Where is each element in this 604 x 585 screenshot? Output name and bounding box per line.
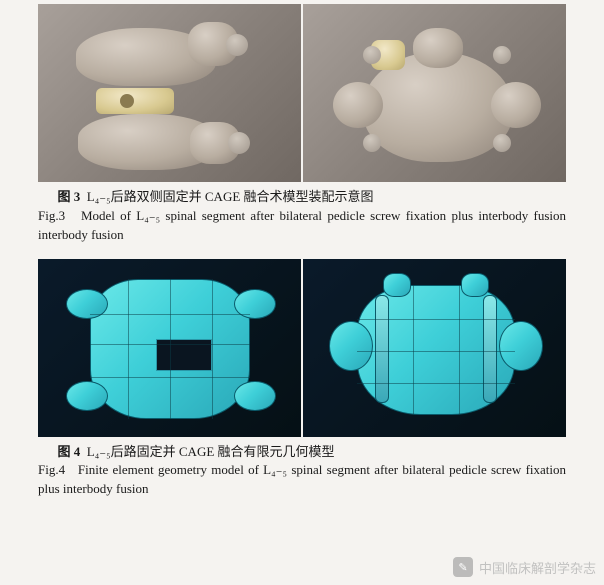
figure-4-label-en: Fig.4 (38, 462, 65, 477)
figure-3-label-en: Fig.3 (38, 208, 65, 223)
page-content: 图 3 L₄₋₅后路双侧固定并 CAGE 融合术模型装配示意图 Fig.3 Mo… (0, 0, 604, 499)
figure-3: 图 3 L₄₋₅后路双侧固定并 CAGE 融合术模型装配示意图 Fig.3 Mo… (38, 4, 566, 245)
figure-4-title-en: Finite element geometry model of L₄₋₅ sp… (38, 462, 566, 496)
figure-3-panel-lateral (38, 4, 301, 182)
watermark: ✎ 中国临床解剖学杂志 (453, 557, 596, 577)
figure-3-title-zh: L₄₋₅后路双侧固定并 CAGE 融合术模型装配示意图 (87, 189, 374, 204)
figure-3-images (38, 4, 566, 182)
figure-4-caption-zh: 图 4 L₄₋₅后路固定并 CAGE 融合有限元几何模型 (38, 443, 566, 462)
figure-3-panel-superior (303, 4, 566, 182)
watermark-text: 中国临床解剖学杂志 (479, 558, 596, 577)
figure-3-title-en: Model of L₄₋₅ spinal segment after bilat… (38, 208, 566, 242)
figure-3-caption-zh: 图 3 L₄₋₅后路双侧固定并 CAGE 融合术模型装配示意图 (38, 188, 566, 207)
figure-4-caption-en: Fig.4 Finite element geometry model of L… (38, 461, 566, 499)
figure-4-panel-posterior (303, 259, 566, 437)
wechat-icon: ✎ (453, 557, 473, 577)
figure-3-label-zh: 图 3 (58, 189, 81, 204)
figure-4-title-zh: L₄₋₅后路固定并 CAGE 融合有限元几何模型 (87, 444, 335, 459)
figure-4-panel-anterior (38, 259, 301, 437)
figure-4: 图 4 L₄₋₅后路固定并 CAGE 融合有限元几何模型 Fig.4 Finit… (38, 259, 566, 500)
figure-3-caption-en: Fig.3 Model of L₄₋₅ spinal segment after… (38, 207, 566, 245)
figure-4-label-zh: 图 4 (58, 444, 81, 459)
figure-4-images (38, 259, 566, 437)
